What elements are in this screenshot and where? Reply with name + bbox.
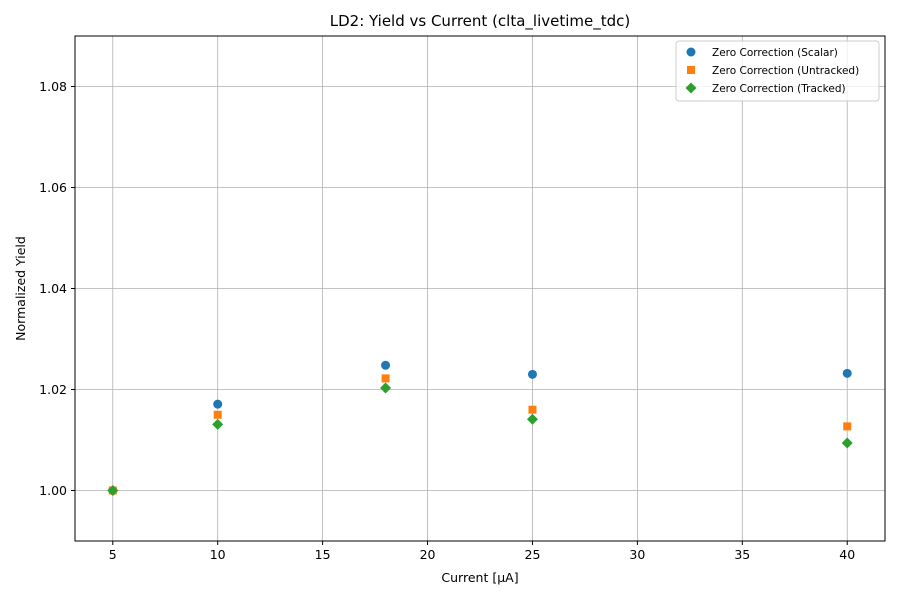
data-point-square <box>843 422 852 431</box>
x-tick-label: 10 <box>210 547 226 562</box>
legend-marker-diamond <box>685 82 697 94</box>
chart-title: LD2: Yield vs Current (clta_livetime_tdc… <box>330 12 631 31</box>
legend-entry-label: Zero Correction (Tracked) <box>712 83 846 95</box>
legend-marker-square <box>687 66 695 74</box>
plot-frame <box>74 35 886 542</box>
legend-marker-circle <box>686 47 696 57</box>
data-point-diamond <box>841 437 853 449</box>
legend: Zero Correction (Scalar) Zero Correction … <box>675 40 880 102</box>
data-point-square <box>528 405 537 414</box>
x-tick-label: 5 <box>109 547 117 562</box>
x-tick-label: 15 <box>315 547 331 562</box>
data-point-diamond <box>526 413 538 425</box>
data-point-circle <box>381 360 391 370</box>
y-tick-label: 1.06 <box>39 180 67 195</box>
grid-lines <box>75 36 885 541</box>
x-axis-label: Current [μA] <box>441 570 518 585</box>
legend-entry-label: Zero Correction (Untracked) <box>712 65 859 77</box>
series-square <box>108 374 852 495</box>
y-tick-label: 1.08 <box>39 79 67 94</box>
data-point-circle <box>213 399 223 409</box>
x-tick-label: 25 <box>525 547 541 562</box>
data-point-diamond <box>107 485 119 496</box>
x-axis-ticks: 5 10 15 20 25 30 35 40 <box>109 541 855 562</box>
x-tick-label: 20 <box>420 547 436 562</box>
y-tick-label: 1.04 <box>39 281 67 296</box>
data-point-circle <box>527 369 537 379</box>
data-point-square <box>381 374 390 383</box>
y-axis-ticks: 1.00 1.02 1.04 1.06 1.08 <box>39 79 75 498</box>
x-tick-label: 35 <box>734 547 750 562</box>
y-axis-label: Normalized Yield <box>13 236 28 341</box>
data-point-circle <box>842 368 852 378</box>
series-circle <box>108 360 852 495</box>
x-tick-label: 30 <box>629 547 645 562</box>
y-tick-label: 1.00 <box>39 483 67 498</box>
data-point-diamond <box>380 382 392 394</box>
legend-entry-label: Zero Correction (Scalar) <box>712 47 838 59</box>
x-tick-label: 40 <box>839 547 855 562</box>
y-tick-label: 1.02 <box>39 382 67 397</box>
data-points <box>107 360 853 496</box>
legend-box <box>675 40 880 102</box>
data-point-diamond <box>212 418 224 430</box>
series-diamond <box>107 382 853 496</box>
data-point-square <box>213 410 222 419</box>
